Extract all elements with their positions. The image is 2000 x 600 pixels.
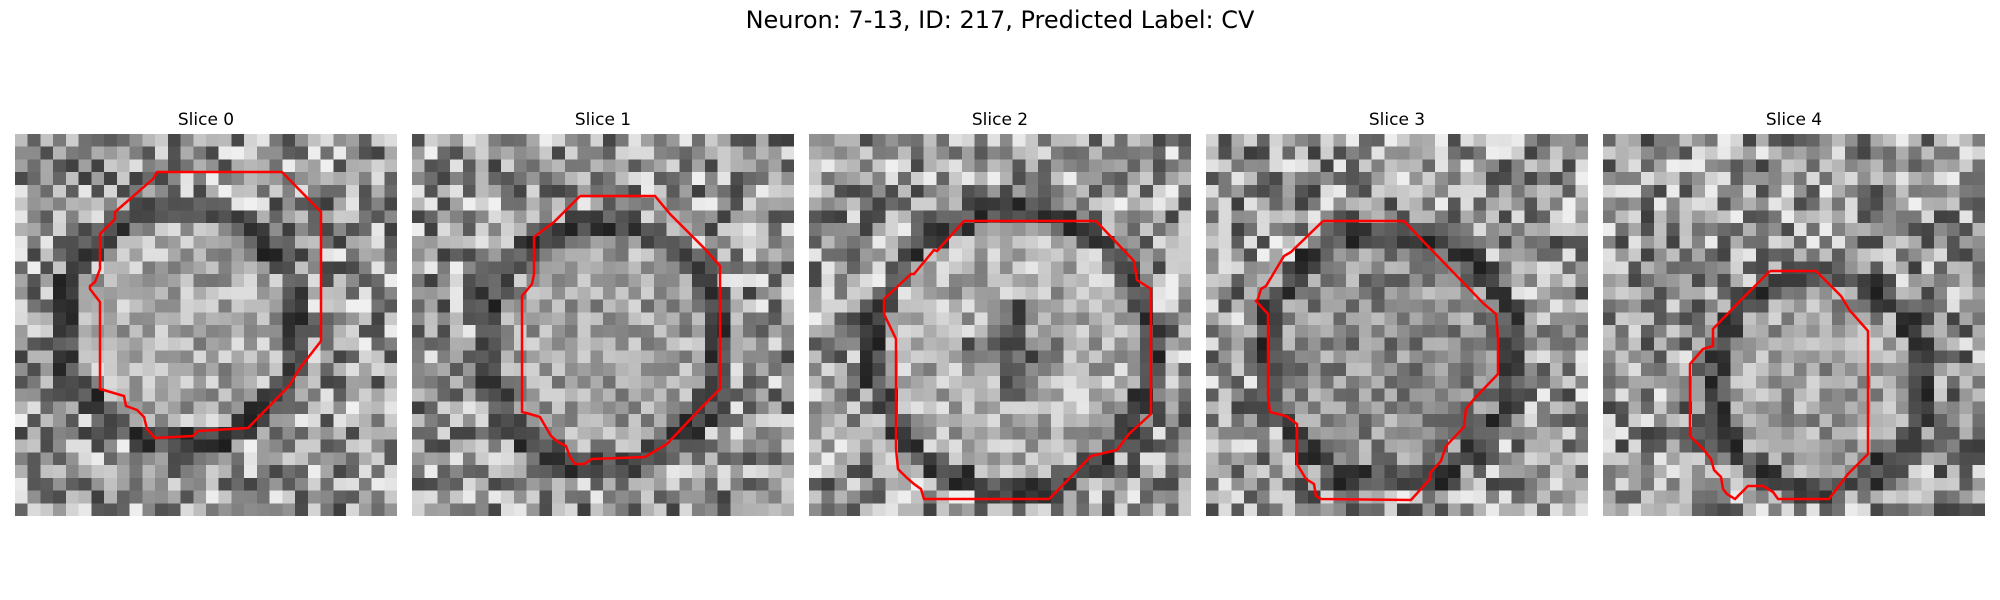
contour-overlay (88, 170, 323, 440)
segmentation-contour (88, 170, 323, 440)
segmentation-contour (1688, 269, 1870, 501)
grayscale-patch (15, 134, 397, 516)
slice-image (412, 134, 794, 516)
segmentation-contour (1254, 219, 1500, 502)
slice-panel-1: Slice 1 (412, 108, 794, 516)
slice-panel-4: Slice 4 (1603, 108, 1985, 516)
contour-overlay (882, 219, 1153, 501)
segmentation-contour (882, 219, 1153, 501)
slice-image (1206, 134, 1588, 516)
grayscale-patch (809, 134, 1191, 516)
slice-panel-0: Slice 0 (15, 108, 397, 516)
slice-title: Slice 1 (574, 110, 632, 130)
contour-overlay (520, 194, 722, 466)
slice-title: Slice 3 (1368, 110, 1426, 130)
slice-image (809, 134, 1191, 516)
grayscale-patch (1603, 134, 1985, 516)
slice-panel-2: Slice 2 (809, 108, 1191, 516)
grayscale-patch (412, 134, 794, 516)
slice-panel-3: Slice 3 (1206, 108, 1588, 516)
slice-title: Slice 4 (1765, 110, 1823, 130)
segmentation-contour (520, 194, 722, 466)
contour-overlay (1688, 269, 1870, 501)
slice-image (1603, 134, 1985, 516)
slice-title: Slice 2 (971, 110, 1029, 130)
contour-overlay (1254, 219, 1500, 502)
slice-image (15, 134, 397, 516)
slice-title: Slice 0 (177, 110, 235, 130)
figure-title: Neuron: 7-13, ID: 217, Predicted Label: … (745, 6, 1255, 34)
grayscale-patch (1206, 134, 1588, 516)
